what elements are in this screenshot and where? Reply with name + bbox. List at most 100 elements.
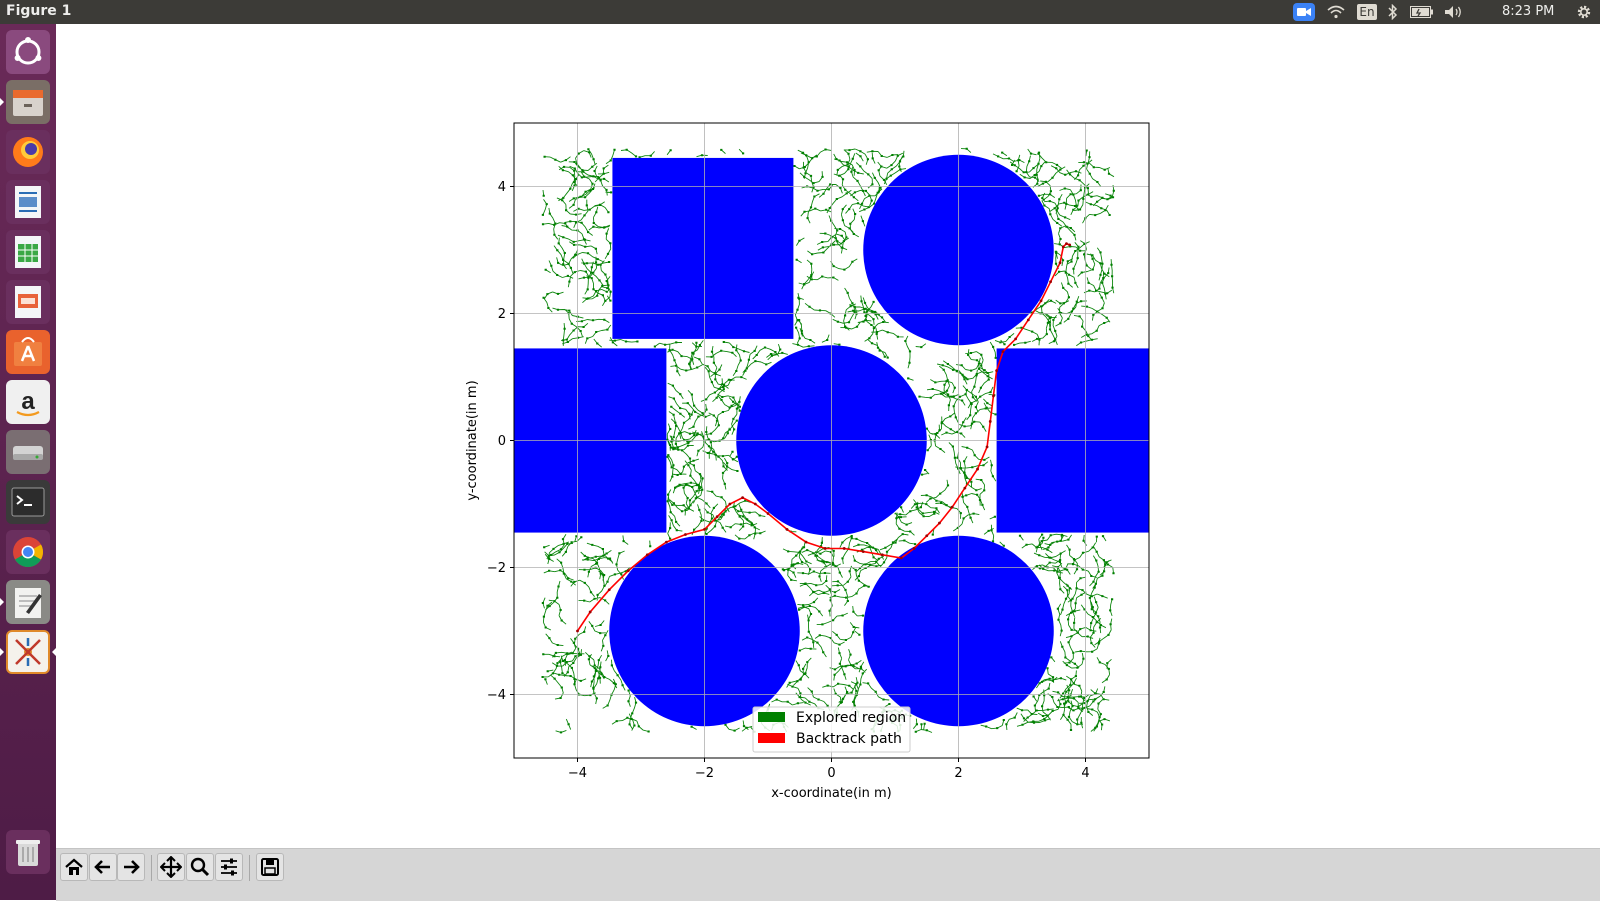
y-tick-label: 2 xyxy=(498,307,506,322)
focused-indicator xyxy=(52,648,56,656)
backtrack-path-point xyxy=(1058,261,1062,265)
clock[interactable]: 8:23 PM xyxy=(1502,4,1555,19)
keyboard-layout-label: En xyxy=(1357,4,1377,20)
bluetooth-icon[interactable] xyxy=(1384,0,1402,24)
backtrack-path-point xyxy=(804,540,808,544)
y-tick-label: 4 xyxy=(498,180,506,195)
x-tick-label: −2 xyxy=(695,766,714,781)
disk-drive-icon[interactable] xyxy=(6,430,50,474)
zoom-magnifier-icon[interactable] xyxy=(186,853,214,881)
files-icon[interactable] xyxy=(6,80,50,124)
backtrack-path-point xyxy=(1065,242,1068,246)
backtrack-path-point xyxy=(645,553,649,557)
backtrack-path-point xyxy=(1026,318,1030,322)
backtrack-path-point xyxy=(988,420,992,423)
save-floppy-icon[interactable] xyxy=(256,853,284,881)
legend: Explored region Backtrack path xyxy=(752,706,911,753)
backtrack-path-point xyxy=(785,528,789,531)
backtrack-path-point xyxy=(899,556,903,560)
legend-box xyxy=(752,706,911,753)
y-tick-label: −4 xyxy=(487,688,506,703)
libreoffice-calc-icon[interactable] xyxy=(6,230,50,274)
libreoffice-writer-icon[interactable] xyxy=(6,180,50,224)
ubuntu-dash-icon[interactable] xyxy=(6,30,50,74)
backtrack-path-point xyxy=(925,534,929,538)
top-panel: Figure 1 En 8:23 PM xyxy=(0,0,1600,24)
matplotlib-toolbar xyxy=(56,848,1600,901)
y-axis-label: y-coordinate(in m) xyxy=(465,380,480,500)
explored-tree-edges xyxy=(542,148,1115,733)
backtrack-path-point xyxy=(665,540,668,544)
terminal-icon[interactable] xyxy=(6,480,50,524)
launcher: a xyxy=(0,24,56,900)
backtrack-path-point xyxy=(1049,280,1052,284)
x-tick-label: 0 xyxy=(827,766,835,781)
x-tick-label: 2 xyxy=(954,766,962,781)
backtrack-path-point xyxy=(626,569,630,573)
running-indicator xyxy=(0,648,4,656)
keyboard-layout-icon[interactable]: En xyxy=(1356,0,1378,24)
legend-label-explored: Explored region xyxy=(796,710,906,726)
backtrack-path-point xyxy=(576,629,579,633)
running-indicator xyxy=(0,598,4,606)
y-tick-label: 0 xyxy=(498,434,506,449)
backtrack-path-point xyxy=(823,547,827,550)
backtrack-path-point xyxy=(715,515,719,519)
backtrack-path-point xyxy=(1061,245,1065,249)
figure-canvas[interactable]: −4 −2 0 2 4 −4 −2 0 2 4 x-coordinate(in m) y-coor… xyxy=(56,24,1600,848)
settings-gear-icon[interactable] xyxy=(1572,0,1596,24)
running-indicator xyxy=(0,98,4,106)
grid xyxy=(514,123,1149,758)
plot-area[interactable]: −4 −2 0 2 4 −4 −2 0 2 4 x-coordinate(in m) y-coor… xyxy=(56,24,1600,848)
backtrack-path-point xyxy=(1014,337,1018,341)
backtrack-path-point xyxy=(995,369,998,373)
back-arrow-icon[interactable] xyxy=(89,853,117,881)
pan-move-icon[interactable] xyxy=(157,853,185,881)
legend-swatch-path xyxy=(758,733,785,743)
configure-subplots-icon[interactable] xyxy=(215,853,243,881)
video-camera-icon[interactable] xyxy=(1292,0,1316,24)
backtrack-path-point xyxy=(938,521,941,525)
chrome-icon[interactable] xyxy=(6,530,50,574)
window-title: Figure 1 xyxy=(6,3,72,19)
backtrack-path-point xyxy=(912,547,916,550)
trash-icon[interactable] xyxy=(6,830,50,874)
backtrack-path-point xyxy=(753,502,757,506)
firefox-icon[interactable] xyxy=(6,130,50,174)
x-tick-label: −4 xyxy=(568,766,587,781)
explored-region xyxy=(541,147,1115,734)
wifi-icon[interactable] xyxy=(1324,0,1348,24)
backtrack-path-point xyxy=(842,547,846,550)
software-center-icon[interactable] xyxy=(6,330,50,374)
backtrack-path-point xyxy=(861,550,865,554)
backtrack-path-point xyxy=(728,502,732,506)
x-axis-label: x-coordinate(in m) xyxy=(771,786,892,801)
backtrack-path-point xyxy=(985,445,989,449)
amazon-icon[interactable]: a xyxy=(6,380,50,424)
explored-tree-nodes xyxy=(541,147,1115,734)
backtrack-path-point xyxy=(1001,350,1005,353)
backtrack-path-point xyxy=(684,533,687,536)
backtrack-path xyxy=(576,242,1072,633)
obstacle-rectangle-1 xyxy=(612,157,794,339)
backtrack-path-point xyxy=(607,588,611,592)
backtrack-path-point xyxy=(992,394,995,398)
forward-arrow-icon[interactable] xyxy=(117,853,145,881)
backtrack-path-point xyxy=(588,610,592,614)
home-icon[interactable] xyxy=(60,853,88,881)
volume-icon[interactable] xyxy=(1442,0,1466,24)
legend-label-path: Backtrack path xyxy=(796,731,902,747)
backtrack-path-point xyxy=(766,512,770,515)
text-editor-icon[interactable] xyxy=(6,580,50,624)
legend-swatch-explored xyxy=(758,712,785,722)
backtrack-path-point xyxy=(950,505,954,509)
backtrack-path-point xyxy=(963,486,967,490)
battery-icon[interactable] xyxy=(1408,0,1436,24)
backtrack-path-point xyxy=(703,528,706,531)
toolbar-separator xyxy=(249,855,250,881)
libreoffice-impress-icon[interactable] xyxy=(6,280,50,324)
system-tools-icon[interactable] xyxy=(6,630,50,674)
backtrack-path-point xyxy=(1068,243,1072,247)
backtrack-path-point xyxy=(880,553,884,557)
svg-text:a: a xyxy=(21,388,35,415)
